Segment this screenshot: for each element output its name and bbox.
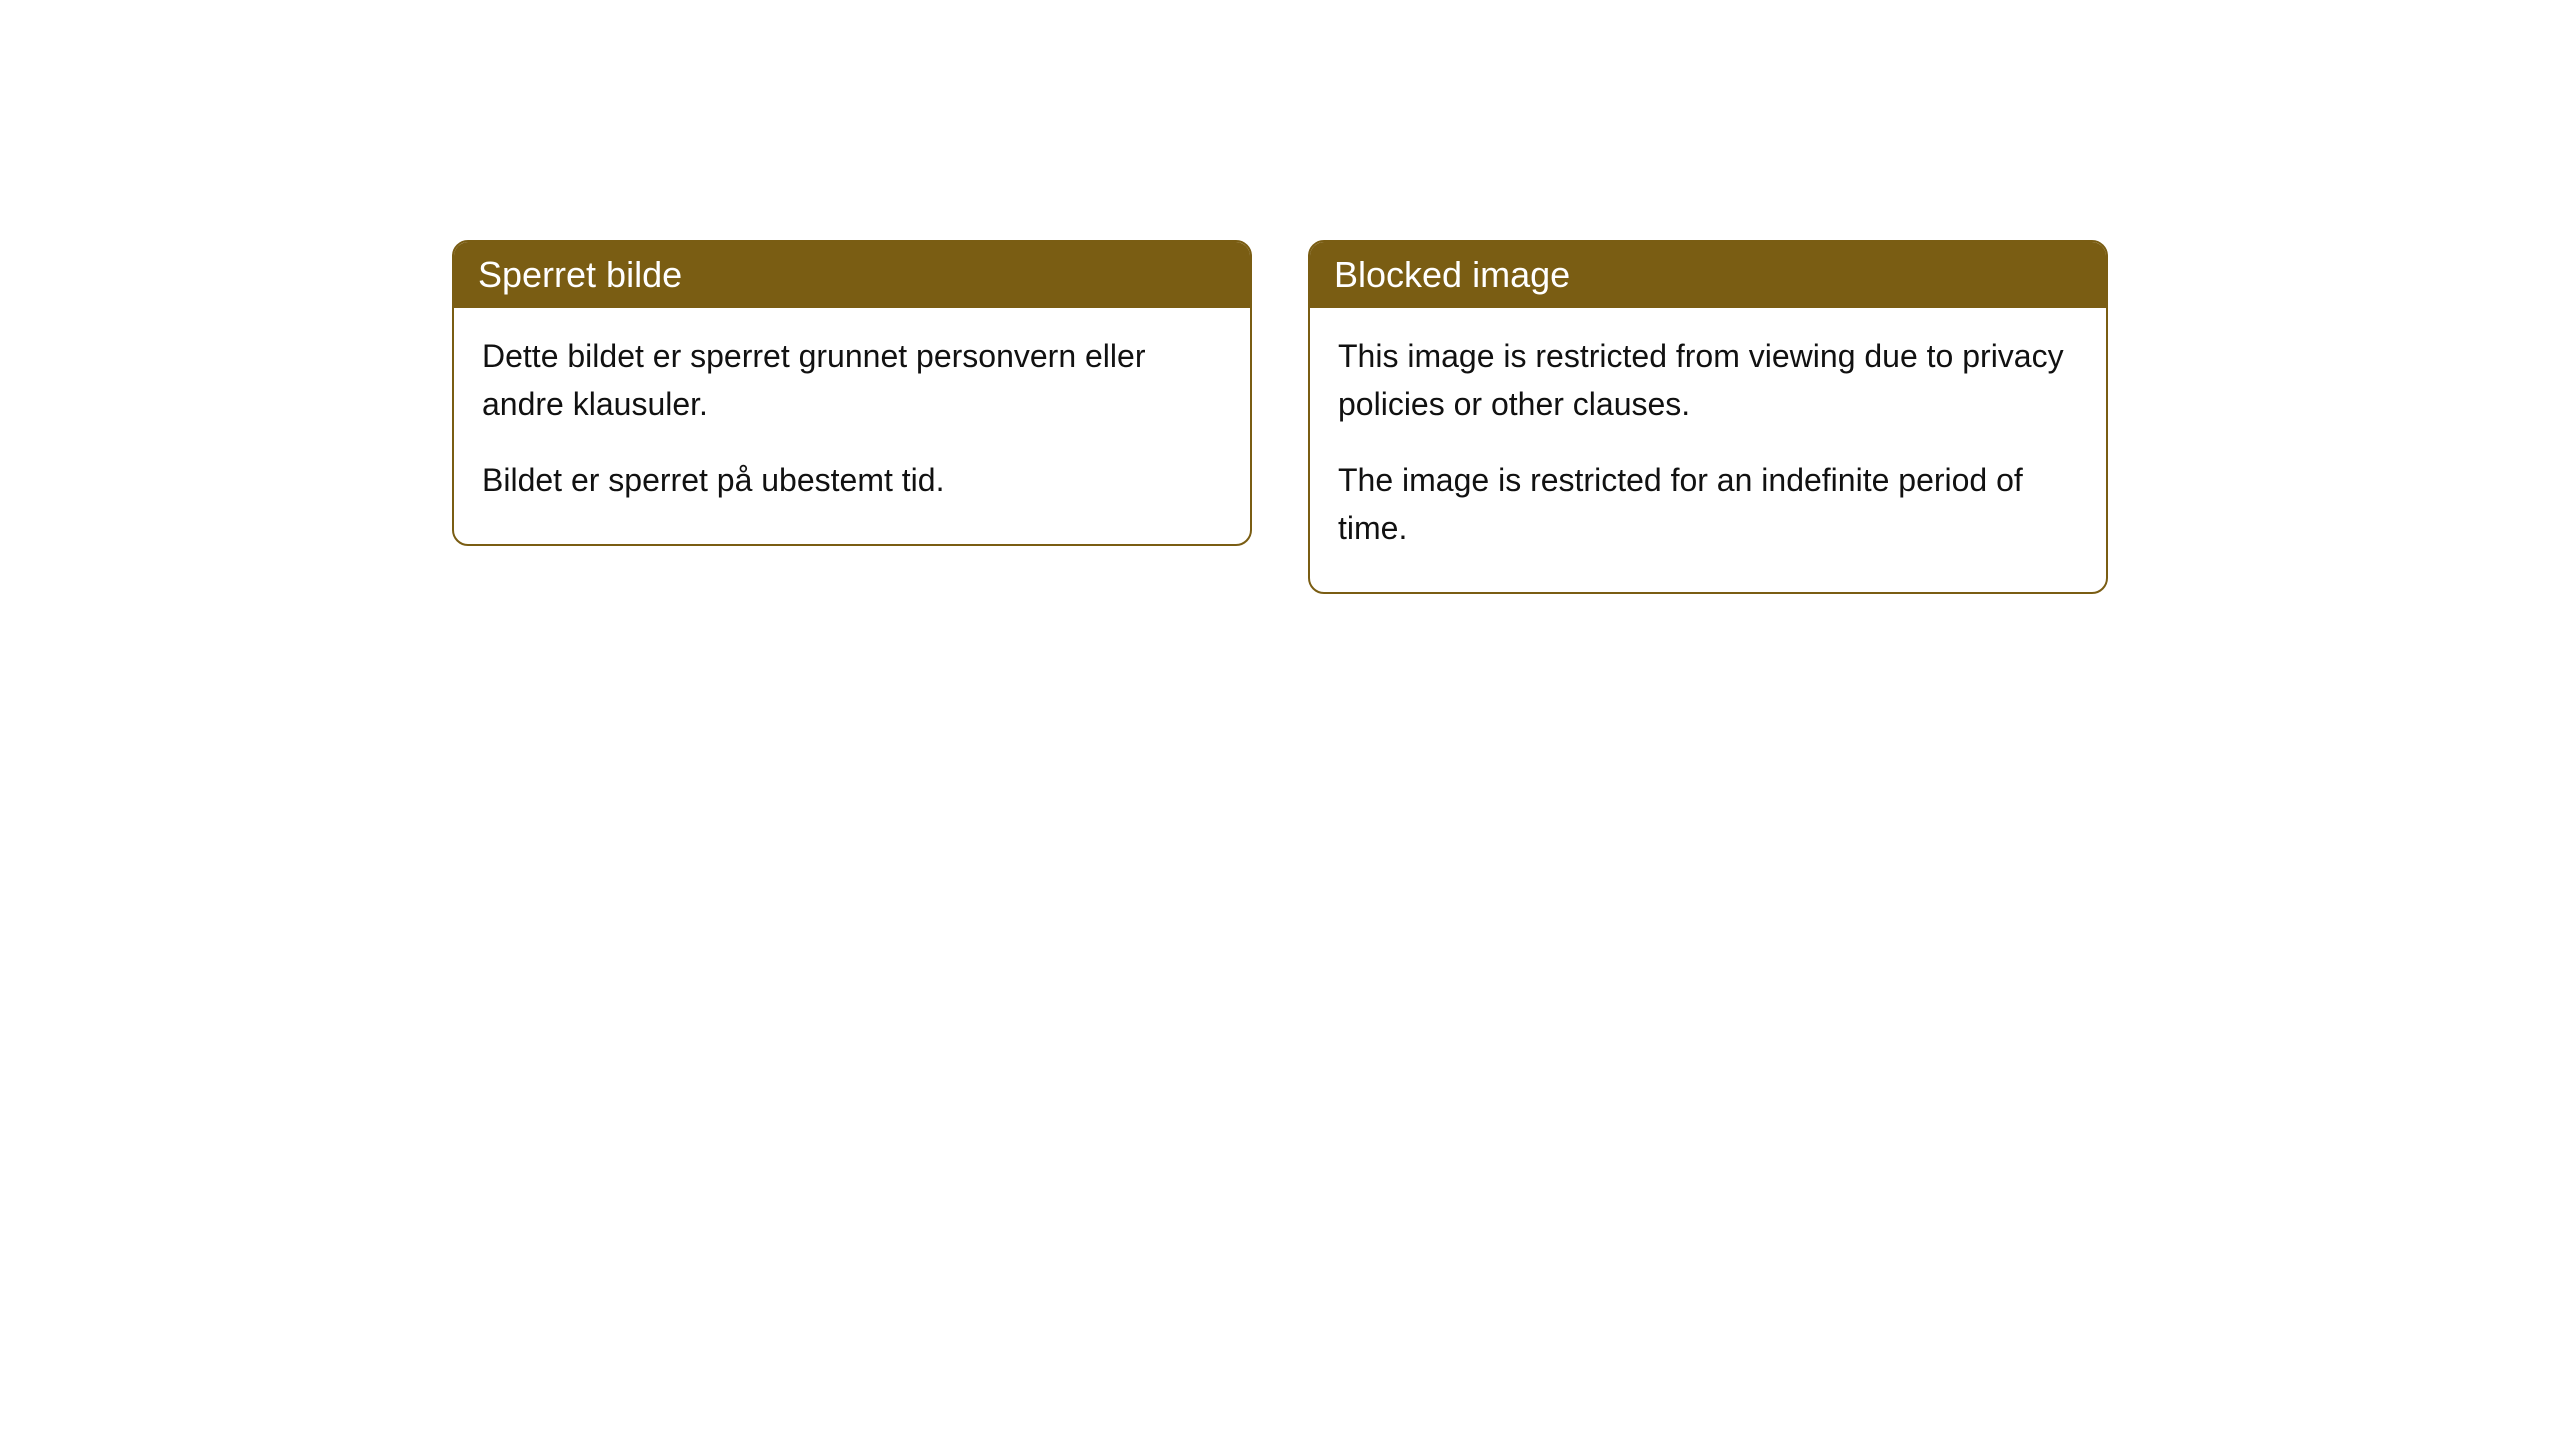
blocked-image-card-norwegian: Sperret bilde Dette bildet er sperret gr… xyxy=(452,240,1252,546)
card-header-norwegian: Sperret bilde xyxy=(454,242,1250,308)
blocked-image-card-english: Blocked image This image is restricted f… xyxy=(1308,240,2108,594)
card-paragraph-2: The image is restricted for an indefinit… xyxy=(1338,456,2078,552)
card-paragraph-1: This image is restricted from viewing du… xyxy=(1338,332,2078,428)
card-paragraph-2: Bildet er sperret på ubestemt tid. xyxy=(482,456,1222,504)
card-title: Blocked image xyxy=(1334,254,1570,295)
card-title: Sperret bilde xyxy=(478,254,682,295)
card-header-english: Blocked image xyxy=(1310,242,2106,308)
card-paragraph-1: Dette bildet er sperret grunnet personve… xyxy=(482,332,1222,428)
card-body-english: This image is restricted from viewing du… xyxy=(1310,308,2106,592)
card-body-norwegian: Dette bildet er sperret grunnet personve… xyxy=(454,308,1250,544)
